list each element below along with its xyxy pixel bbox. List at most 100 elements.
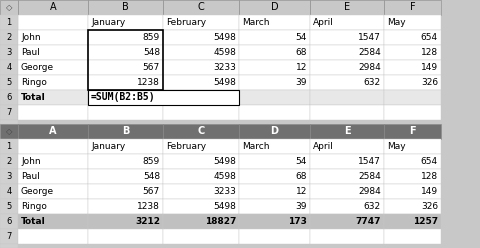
Text: 1547: 1547 — [358, 33, 380, 42]
Bar — [239, 30, 309, 45]
Bar — [383, 169, 440, 184]
Text: 1238: 1238 — [137, 78, 160, 87]
Bar — [18, 199, 88, 214]
Text: April: April — [312, 18, 333, 27]
Bar — [239, 139, 309, 154]
Text: 1547: 1547 — [358, 157, 380, 166]
Bar — [239, 169, 309, 184]
Bar — [383, 154, 440, 169]
Bar — [88, 105, 163, 120]
Bar — [0, 120, 18, 124]
Text: John: John — [21, 157, 40, 166]
Bar — [18, 105, 88, 120]
Bar — [88, 45, 163, 60]
Bar — [0, 229, 18, 244]
Bar — [163, 154, 239, 169]
Text: 859: 859 — [143, 33, 160, 42]
Text: February: February — [166, 18, 206, 27]
Text: May: May — [386, 18, 405, 27]
Bar — [18, 90, 88, 105]
Text: 654: 654 — [420, 157, 437, 166]
Text: 3233: 3233 — [213, 187, 236, 196]
Text: 39: 39 — [295, 78, 306, 87]
Text: January: January — [91, 142, 125, 151]
Text: 2: 2 — [6, 157, 12, 166]
Bar — [88, 229, 163, 244]
Text: 173: 173 — [288, 217, 306, 226]
Bar — [383, 105, 440, 120]
Bar — [88, 124, 163, 139]
Bar — [383, 30, 440, 45]
Bar — [239, 214, 309, 229]
Bar — [239, 199, 309, 214]
Bar — [163, 184, 239, 199]
Bar — [163, 45, 239, 60]
Bar — [88, 90, 239, 105]
Bar — [18, 45, 88, 60]
Bar — [383, 229, 440, 244]
Text: B: B — [121, 126, 129, 136]
Text: 39: 39 — [295, 202, 306, 211]
Text: George: George — [21, 187, 54, 196]
Bar — [163, 90, 239, 105]
Bar — [88, 75, 163, 90]
Bar — [309, 169, 383, 184]
Bar — [163, 124, 239, 139]
Text: 4: 4 — [6, 187, 12, 196]
Text: Total: Total — [21, 93, 46, 102]
Text: January: January — [91, 18, 125, 27]
Bar — [0, 0, 18, 15]
Bar — [0, 139, 18, 154]
Bar — [239, 154, 309, 169]
Text: 149: 149 — [420, 63, 437, 72]
Bar — [239, 45, 309, 60]
Bar — [88, 15, 163, 30]
Text: 128: 128 — [420, 172, 437, 181]
Text: 5498: 5498 — [213, 202, 236, 211]
Text: 68: 68 — [295, 48, 306, 57]
Bar — [309, 184, 383, 199]
Text: E: E — [343, 2, 349, 12]
Bar — [239, 75, 309, 90]
Text: 12: 12 — [295, 63, 306, 72]
Text: February: February — [166, 142, 206, 151]
Text: 567: 567 — [143, 63, 160, 72]
Text: 1: 1 — [6, 18, 12, 27]
Text: C: C — [197, 2, 204, 12]
Bar — [88, 184, 163, 199]
Bar — [383, 75, 440, 90]
Text: 3: 3 — [6, 48, 12, 57]
Text: 1: 1 — [6, 142, 12, 151]
Bar — [309, 60, 383, 75]
Text: 4598: 4598 — [213, 172, 236, 181]
Bar — [88, 154, 163, 169]
Bar — [309, 229, 383, 244]
Text: May: May — [386, 142, 405, 151]
Bar — [0, 169, 18, 184]
Text: 859: 859 — [143, 157, 160, 166]
Bar — [88, 90, 163, 105]
Text: 54: 54 — [295, 33, 306, 42]
Text: 5: 5 — [6, 202, 12, 211]
Bar — [309, 154, 383, 169]
Bar — [239, 0, 309, 15]
Text: 7: 7 — [6, 232, 12, 241]
Bar — [18, 0, 88, 15]
Bar — [88, 60, 163, 75]
Bar — [309, 105, 383, 120]
Bar — [0, 15, 18, 30]
Bar — [383, 45, 440, 60]
Bar — [383, 90, 440, 105]
Text: 2: 2 — [6, 33, 12, 42]
Bar — [309, 45, 383, 60]
Bar — [383, 184, 440, 199]
Bar — [163, 15, 239, 30]
Text: 6: 6 — [6, 217, 12, 226]
Text: 326: 326 — [420, 78, 437, 87]
Text: April: April — [312, 142, 333, 151]
Text: 567: 567 — [143, 187, 160, 196]
Bar — [239, 184, 309, 199]
Bar — [18, 30, 88, 45]
Text: D: D — [270, 126, 278, 136]
Text: 2584: 2584 — [358, 172, 380, 181]
